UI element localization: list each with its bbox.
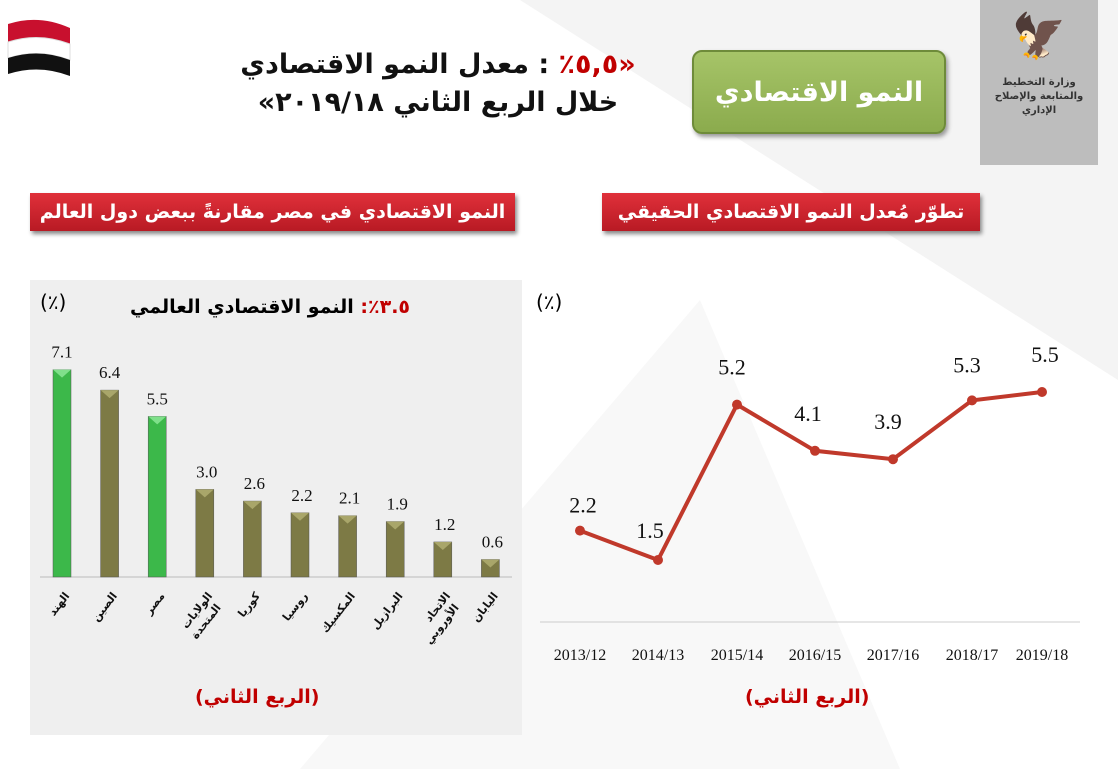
headline-text: : معدل النمو الاقتصادي <box>240 49 550 80</box>
bar <box>243 500 262 578</box>
bar-category-label: اليابان <box>469 590 500 625</box>
bar-category-label: الهند <box>46 590 72 619</box>
bar <box>195 489 215 578</box>
line-value-label: 1.5 <box>636 518 664 543</box>
bar-value-label: 1.9 <box>387 495 408 514</box>
bar-category-label: المكسيك <box>318 590 358 636</box>
bar-value-label: 3.0 <box>196 462 217 481</box>
bar-cap <box>148 416 167 425</box>
line-value-label: 5.3 <box>953 352 981 377</box>
bar-category-label: روسيا <box>280 590 310 624</box>
line-value-label: 5.2 <box>718 355 746 380</box>
line-x-tick-label: 2018/17 <box>946 647 998 664</box>
headline: «٥,٥٪ : معدل النمو الاقتصادي خلال الربع … <box>228 46 648 122</box>
egypt-flag-icon <box>4 14 74 76</box>
section-badge: النمو الاقتصادي <box>692 50 946 134</box>
bar-category-label: الاتحادالأوروبي <box>411 590 464 647</box>
bar-category-label: مصر <box>142 590 168 618</box>
bar <box>290 512 310 578</box>
line-chart-title: تطوّر مُعدل النمو الاقتصادي الحقيقي <box>602 193 980 231</box>
line-value-label: 4.1 <box>794 401 822 426</box>
bar-value-label: 0.6 <box>482 532 503 551</box>
line-x-tick-label: 2015/14 <box>711 647 763 664</box>
world-growth-value: ٣.٥٪: <box>360 296 411 318</box>
line-point <box>732 399 742 410</box>
bar-value-label: 2.2 <box>291 486 312 505</box>
bar-value-label: 2.6 <box>244 474 265 493</box>
bar-value-label: 7.1 <box>51 343 72 362</box>
line-value-label: 5.5 <box>1031 342 1059 367</box>
line-value-label: 2.2 <box>569 493 597 518</box>
bar-category-label: البرازيل <box>369 590 406 632</box>
line-point <box>653 555 663 565</box>
ministry-logo: 🦅 وزارة التخطيط والمتابعة والإصلاح الإدا… <box>980 0 1098 165</box>
bar-cap <box>195 489 214 498</box>
line-point <box>810 445 820 456</box>
ministry-name: وزارة التخطيط والمتابعة والإصلاح الإداري <box>994 77 1084 116</box>
line-point <box>888 454 898 465</box>
bar-value-label: 6.4 <box>99 363 121 382</box>
bar <box>52 369 72 578</box>
bar-category-label: كوريا <box>235 589 263 619</box>
bar-y-unit: (٪) <box>40 290 67 314</box>
eagle-emblem-icon: 🦅 <box>1011 11 1067 62</box>
bar-category-label: الصين <box>89 590 120 624</box>
bar <box>100 389 119 578</box>
headline-highlight: «٥,٥٪ <box>558 49 636 80</box>
bar-cap <box>243 501 262 510</box>
bar-cap <box>481 559 500 568</box>
bar-cap <box>291 512 309 521</box>
line-value-label: 3.9 <box>874 409 902 434</box>
bar-cap <box>100 390 119 399</box>
bar-category-label: الولاياتالمتحدة <box>177 590 226 642</box>
bar-cap <box>386 521 405 530</box>
bar-x-title: (الربع الثاني) <box>195 686 320 708</box>
bar <box>147 416 167 578</box>
bar-chart-title: النمو الاقتصادي في مصر مقارنةً ببعض دول … <box>30 193 515 231</box>
bar-value-label: 1.2 <box>434 515 455 534</box>
line-point <box>967 395 977 406</box>
bar-subtitle: ٣.٥٪: النمو الاقتصادي العالمي <box>130 296 410 318</box>
line-x-tick-label: 2016/15 <box>789 647 841 664</box>
world-growth-label: النمو الاقتصادي العالمي <box>130 296 354 318</box>
bar-value-label: 2.1 <box>339 489 360 508</box>
line-point <box>575 525 585 536</box>
line-x-tick-label: 2017/16 <box>867 647 919 664</box>
bar <box>338 515 357 578</box>
line-x-title: (الربع الثاني) <box>745 686 870 708</box>
bar-cap <box>338 515 357 524</box>
line-point <box>1037 387 1047 397</box>
line-x-tick-label: 2019/18 <box>1016 647 1068 664</box>
line-x-tick-label: 2013/12 <box>554 647 606 664</box>
bar-cap <box>53 369 71 378</box>
bar-value-label: 5.5 <box>147 389 168 408</box>
line-y-unit: (٪) <box>536 290 563 314</box>
line-x-tick-label: 2014/13 <box>632 647 684 664</box>
headline-line2: خلال الربع الثاني ٢٠١٩/١٨» <box>257 87 619 118</box>
bar <box>385 521 405 578</box>
bar-cap <box>433 541 452 550</box>
